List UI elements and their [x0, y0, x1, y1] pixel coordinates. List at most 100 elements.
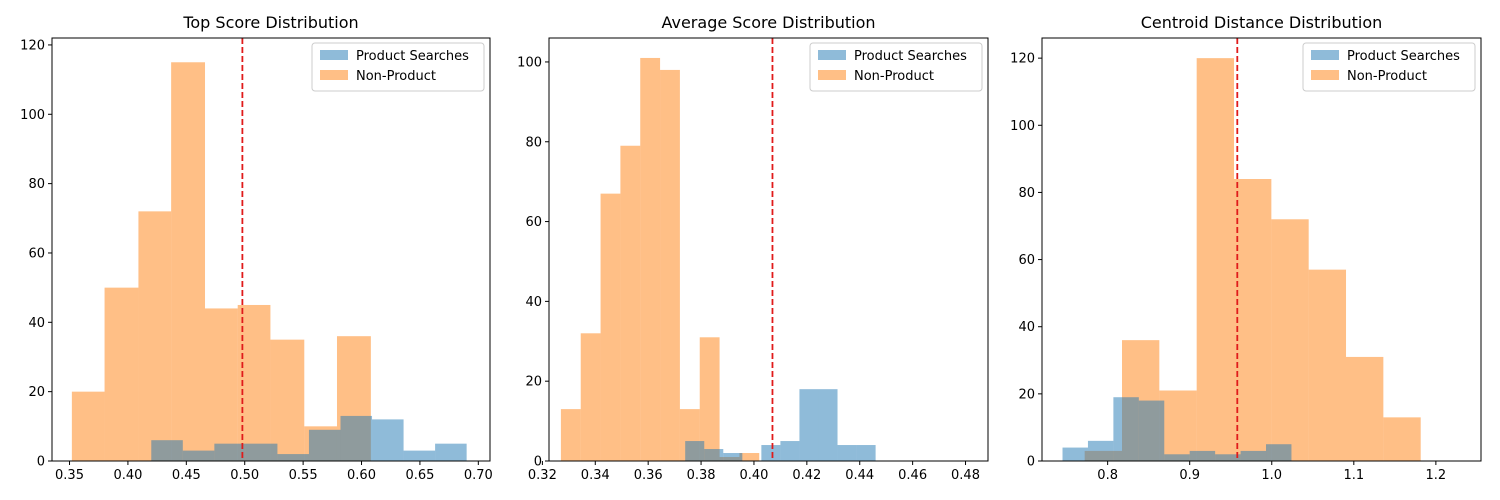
bar-product-searches-6: [799, 389, 819, 461]
bar-non-product-5: [1271, 219, 1309, 461]
legend-label-product-searches: Product Searches: [854, 49, 967, 64]
bar-non-product-7: [699, 337, 720, 461]
x-tick-label: 0.65: [405, 468, 434, 483]
legend-swatch-product-searches: [1311, 50, 1339, 60]
y-tick-label: 0: [1027, 455, 1035, 470]
y-tick-label: 80: [1018, 186, 1035, 201]
bar-product-searches-2: [1113, 397, 1139, 461]
bar-product-searches-1: [182, 450, 215, 461]
x-tick-label: 0.32: [528, 468, 557, 483]
bar-non-product-0: [71, 391, 105, 461]
y-tick-label: 60: [1018, 253, 1035, 268]
bar-non-product-3: [171, 62, 206, 461]
x-tick-label: 0.55: [289, 468, 318, 483]
y-tick-label: 60: [28, 246, 45, 261]
y-tick-label: 0: [37, 455, 45, 470]
bar-product-searches-1: [704, 449, 724, 461]
bar-non-product-4: [1234, 179, 1272, 461]
bar-product-searches-9: [856, 445, 876, 461]
y-tick-label: 20: [525, 375, 542, 390]
chart-panel-2: Average Score Distribution 0.32 0.34 0.36 0.…: [517, 13, 989, 483]
x-tick-label: 0.44: [845, 468, 874, 483]
y-tick-label: 20: [28, 385, 45, 400]
axes-frame: [548, 37, 989, 462]
bar-product-searches-7: [372, 419, 404, 461]
axes-frame: [1041, 37, 1482, 462]
bar-product-searches-5: [1189, 450, 1216, 461]
bar-product-searches-8: [1266, 444, 1292, 461]
y-tick-label: 80: [28, 177, 45, 192]
bar-non-product-5: [660, 69, 680, 461]
bar-non-product-6: [270, 339, 305, 461]
x-tick-label: 0.50: [230, 468, 259, 483]
x-tick-label: 0.38: [687, 468, 716, 483]
chart-panel-1: Top Score Distribution 0.35 0.40 0.45 0.50 0.…: [20, 13, 493, 483]
x-tick-label: 0.42: [792, 468, 821, 483]
bar-product-searches-8: [837, 445, 857, 461]
legend-label-non-product: Non-Product: [1347, 69, 1427, 84]
bar-product-searches-5: [780, 441, 800, 461]
bar-product-searches-5: [308, 429, 341, 461]
chart-title: Average Score Distribution: [661, 13, 875, 32]
x-tick-label: 0.34: [581, 468, 610, 483]
bar-product-searches-6: [340, 415, 373, 461]
bar-product-searches-2: [723, 453, 743, 461]
bar-product-searches-0: [151, 440, 183, 461]
y-tick-label: 0: [534, 455, 542, 470]
legend-swatch-non-product: [818, 70, 846, 80]
bar-product-searches-3: [245, 443, 278, 461]
x-tick-label: 0.46: [898, 468, 927, 483]
y-tick-label: 20: [1018, 387, 1035, 402]
legend-label-product-searches: Product Searches: [356, 49, 469, 64]
y-tick-label: 40: [525, 295, 542, 310]
y-tick-label: 100: [20, 108, 45, 123]
legend-box: [1302, 42, 1476, 92]
legend-box: [809, 42, 983, 92]
bar-product-searches-6: [1215, 454, 1241, 461]
y-tick-label: 60: [525, 215, 542, 230]
bar-product-searches-2: [214, 443, 246, 461]
bar-non-product-9: [739, 453, 760, 461]
bar-product-searches-4: [761, 445, 781, 461]
bar-product-searches-4: [1164, 454, 1190, 461]
bar-non-product-4: [205, 308, 238, 461]
bar-product-searches-7: [1240, 450, 1267, 461]
bar-product-searches-0: [1062, 447, 1088, 461]
bar-product-searches-8: [403, 450, 436, 461]
bar-non-product-1: [580, 333, 601, 461]
legend-box: [311, 42, 485, 92]
bar-product-searches-7: [818, 389, 838, 461]
x-tick-label: 0.8: [1097, 468, 1118, 483]
y-tick-label: 100: [517, 55, 542, 70]
x-tick-label: 0.9: [1179, 468, 1200, 483]
y-tick-label: 120: [20, 38, 45, 53]
y-tick-label: 80: [525, 135, 542, 150]
legend-label-product-searches: Product Searches: [1347, 49, 1460, 64]
bar-non-product-3: [1196, 58, 1235, 462]
x-tick-label: 0.40: [739, 468, 768, 483]
x-tick-label: 0.48: [951, 468, 980, 483]
bar-product-searches-1: [1087, 440, 1114, 461]
bar-non-product-3: [620, 145, 641, 461]
bar-non-product-2: [1159, 390, 1197, 461]
chart-title: Centroid Distance Distribution: [1141, 13, 1383, 32]
bar-non-product-4: [640, 57, 661, 462]
legend-swatch-product-searches: [320, 50, 348, 60]
y-tick-label: 120: [1010, 52, 1035, 67]
legend-swatch-non-product: [1311, 70, 1339, 80]
bar-non-product-6: [1308, 269, 1347, 461]
bar-non-product-1: [104, 287, 139, 461]
x-tick-label: 0.45: [172, 468, 201, 483]
x-tick-label: 0.70: [464, 468, 493, 483]
x-tick-label: 0.40: [113, 468, 142, 483]
x-tick-label: 1.0: [1261, 468, 1282, 483]
x-tick-label: 0.36: [634, 468, 663, 483]
legend-label-non-product: Non-Product: [356, 69, 436, 84]
x-tick-label: 0.60: [347, 468, 376, 483]
y-tick-label: 40: [28, 316, 45, 331]
bar-product-searches-0: [685, 441, 705, 461]
chart-panel-3: Centroid Distance Distribution 0.8 0.9 1.0 1…: [1010, 13, 1482, 483]
bar-product-searches-4: [277, 454, 309, 461]
bar-product-searches-3: [1138, 400, 1165, 461]
x-tick-label: 1.1: [1343, 468, 1364, 483]
